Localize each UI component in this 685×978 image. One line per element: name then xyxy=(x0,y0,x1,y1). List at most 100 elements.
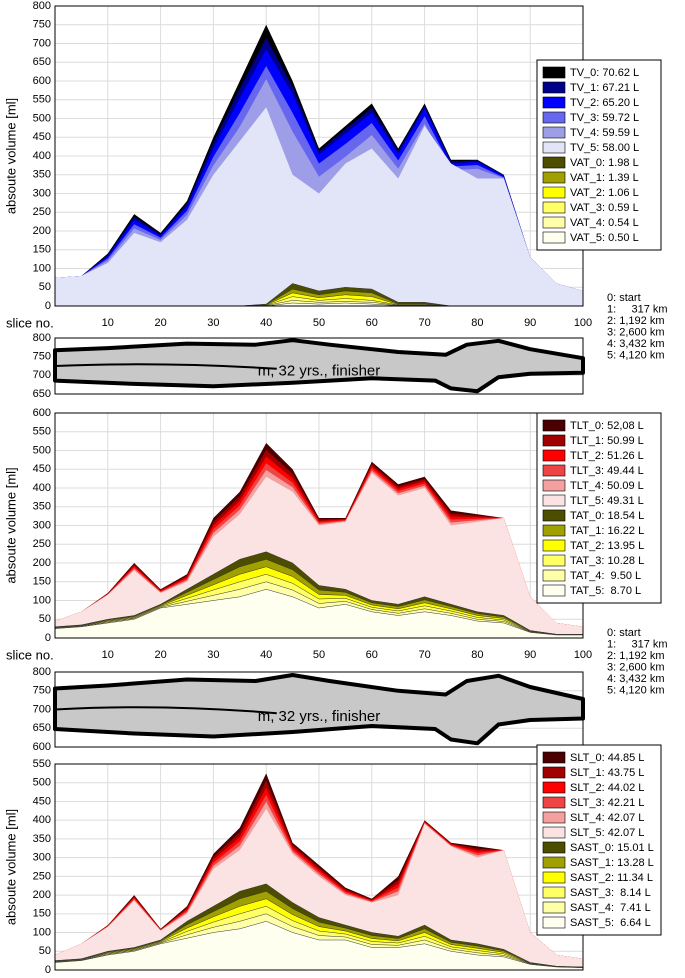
legend-swatch xyxy=(542,856,566,869)
legend-swatch xyxy=(542,111,566,124)
legend-label: TV_1: 67.21 L xyxy=(570,82,639,94)
x-tick-label: 80 xyxy=(471,317,483,329)
area xyxy=(54,589,584,639)
legend-swatch xyxy=(542,141,566,154)
x-tick-label: 40 xyxy=(260,649,272,661)
area xyxy=(55,107,583,306)
y-tick-label: 550 xyxy=(33,426,51,438)
x-tick-label: 70 xyxy=(418,649,430,661)
y-tick-label: 150 xyxy=(33,576,51,588)
y-tick-label: 50 xyxy=(39,613,51,625)
legend-swatch xyxy=(542,524,566,537)
legend-label: TLT_1: 50.99 L xyxy=(570,435,644,447)
y-axis-label: absoute volume [ml] xyxy=(3,809,18,925)
y-tick-label: 600 xyxy=(33,407,51,419)
legend-label: TAT_5: 8.70 L xyxy=(570,585,641,597)
y-tick-label: 150 xyxy=(33,908,51,920)
silhouette-label: m, 32 yrs., finisher xyxy=(258,708,381,725)
legend-label: TV_0: 70.62 L xyxy=(570,67,639,79)
y-axis-label: absoute volume [ml] xyxy=(3,467,18,583)
legend-label: SLT_1: 43.75 L xyxy=(570,767,644,779)
y-tick-label: 750 xyxy=(33,685,51,697)
y-tick-label: 100 xyxy=(33,926,51,938)
y-tick-label: 800 xyxy=(33,0,51,12)
legend-swatch xyxy=(542,231,566,244)
y-tick-label: 650 xyxy=(33,388,51,400)
legend-swatch xyxy=(542,216,566,229)
y-tick-label: 550 xyxy=(33,94,51,106)
legend-swatch xyxy=(542,554,566,567)
legend-label: TAT_2: 13.95 L xyxy=(570,540,644,552)
y-axis-label: absoute volume [ml] xyxy=(3,98,18,214)
legend-label: TAT_4: 9.50 L xyxy=(570,570,641,582)
y-tick-label: 0 xyxy=(45,632,51,644)
legend-swatch xyxy=(542,826,566,839)
y-tick-label: 300 xyxy=(33,187,51,199)
x-tick-label: 100 xyxy=(574,317,592,329)
annotation: 2: 1,192 km xyxy=(607,315,664,327)
y-tick-label: 400 xyxy=(33,814,51,826)
legend-swatch xyxy=(542,171,566,184)
legend-label: VAT_5: 0.50 L xyxy=(570,232,639,244)
y-tick-label: 700 xyxy=(33,369,51,381)
legend-swatch xyxy=(542,509,566,522)
y-tick-label: 300 xyxy=(33,852,51,864)
y-tick-label: 0 xyxy=(45,300,51,312)
legend-swatch xyxy=(542,434,566,447)
annotation: 4: 3,432 km xyxy=(607,338,664,350)
y-tick-label: 350 xyxy=(33,501,51,513)
legend-swatch xyxy=(542,841,566,854)
legend-swatch xyxy=(542,494,566,507)
legend-label: TV_2: 65.20 L xyxy=(570,97,639,109)
y-tick-label: 650 xyxy=(33,56,51,68)
legend-swatch xyxy=(542,66,566,79)
legend-label: SLT_0: 44.85 L xyxy=(570,752,644,764)
y-tick-label: 200 xyxy=(33,225,51,237)
legend-swatch xyxy=(542,126,566,139)
legend-swatch xyxy=(542,811,566,824)
x-tick-label: 100 xyxy=(574,649,592,661)
x-tick-label: 60 xyxy=(366,317,378,329)
legend-label: TLT_4: 50.09 L xyxy=(570,480,644,492)
y-tick-label: 550 xyxy=(33,758,51,770)
legend-label: VAT_3: 0.59 L xyxy=(570,202,639,214)
x-axis-label: slice no. xyxy=(6,647,54,662)
legend-label: TV_4: 59.59 L xyxy=(570,127,639,139)
y-tick-label: 350 xyxy=(33,169,51,181)
y-tick-label: 250 xyxy=(33,206,51,218)
annotation: 1: 317 km xyxy=(607,303,668,315)
legend-swatch xyxy=(542,781,566,794)
y-tick-label: 650 xyxy=(33,722,51,734)
y-tick-label: 100 xyxy=(33,594,51,606)
x-tick-label: 40 xyxy=(260,317,272,329)
y-tick-label: 500 xyxy=(33,112,51,124)
legend-swatch xyxy=(542,419,566,432)
x-tick-label: 70 xyxy=(418,317,430,329)
y-tick-label: 200 xyxy=(33,557,51,569)
y-tick-label: 600 xyxy=(33,741,51,753)
x-tick-label: 90 xyxy=(524,317,536,329)
legend-swatch xyxy=(542,449,566,462)
y-tick-label: 100 xyxy=(33,262,51,274)
legend-swatch xyxy=(542,569,566,582)
legend-label: TLT_0: 52,08 L xyxy=(570,420,644,432)
y-tick-label: 600 xyxy=(33,75,51,87)
annotation: 4: 3,432 km xyxy=(607,673,664,685)
annotation: 5: 4,120 km xyxy=(607,349,664,361)
legend-label: SLT_2: 44.02 L xyxy=(570,782,644,794)
y-tick-label: 400 xyxy=(33,150,51,162)
x-tick-label: 10 xyxy=(102,317,114,329)
legend-label: TAT_0: 18.54 L xyxy=(570,510,644,522)
legend-label: SAST_2: 11.34 L xyxy=(570,872,653,884)
legend-swatch xyxy=(542,871,566,884)
x-tick-label: 30 xyxy=(207,317,219,329)
legend-swatch xyxy=(542,916,566,929)
y-tick-label: 750 xyxy=(33,351,51,363)
legend-label: VAT_0: 1.98 L xyxy=(570,157,639,169)
legend-label: TLT_2: 51.26 L xyxy=(570,450,644,462)
y-tick-label: 400 xyxy=(33,482,51,494)
legend-label: SAST_5: 6.64 L xyxy=(570,917,651,929)
legend-label: SLT_5: 42.07 L xyxy=(570,827,644,839)
y-tick-label: 450 xyxy=(33,795,51,807)
